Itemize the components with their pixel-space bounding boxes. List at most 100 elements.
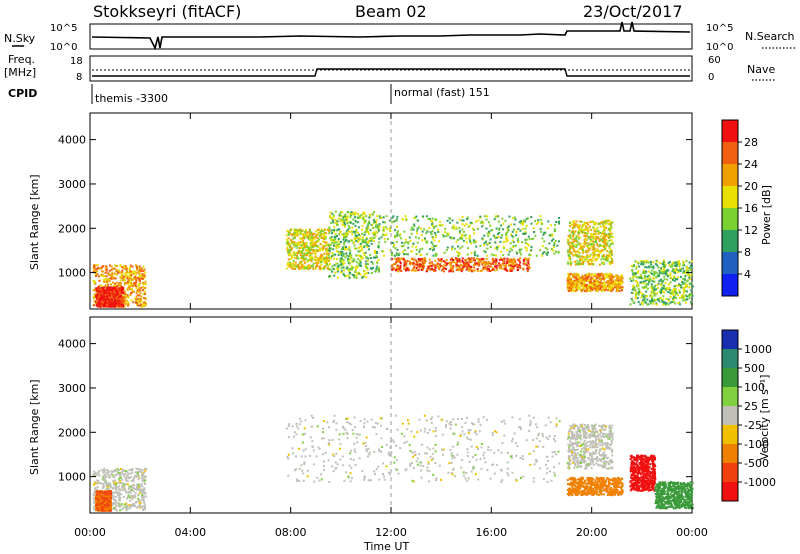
power-cell bbox=[311, 233, 314, 236]
power-cell bbox=[674, 261, 677, 264]
power-cell bbox=[617, 286, 620, 289]
power-cell bbox=[110, 265, 113, 268]
power-cell bbox=[462, 219, 465, 222]
power-cell bbox=[137, 285, 140, 288]
power-cell bbox=[100, 288, 103, 291]
power-cell bbox=[605, 233, 608, 236]
velocity-cell bbox=[137, 474, 140, 477]
power-cell bbox=[610, 278, 613, 281]
power-cell bbox=[403, 263, 406, 266]
power-cell bbox=[314, 242, 317, 245]
power-cell bbox=[574, 240, 577, 243]
power-cell bbox=[462, 264, 465, 267]
power-cell bbox=[476, 261, 479, 264]
power-cell bbox=[355, 268, 358, 271]
power-cell bbox=[293, 253, 296, 256]
power-cell bbox=[113, 282, 116, 285]
power-cell bbox=[674, 278, 677, 281]
power-cell bbox=[631, 265, 634, 268]
power-cell bbox=[527, 244, 530, 247]
power-cell bbox=[446, 234, 449, 237]
power-cell bbox=[393, 263, 396, 266]
velocity-cell bbox=[135, 488, 138, 491]
power-cell bbox=[287, 242, 290, 245]
power-cell bbox=[519, 229, 522, 232]
power-cell bbox=[461, 215, 464, 218]
power-cell bbox=[489, 224, 492, 227]
power-cell bbox=[324, 241, 327, 244]
power-cell bbox=[142, 265, 145, 268]
power-cell bbox=[134, 284, 137, 287]
velocity-cell bbox=[93, 470, 96, 473]
power-cell bbox=[467, 264, 470, 267]
power-cell bbox=[569, 236, 572, 239]
power-cell bbox=[292, 259, 295, 262]
power-cell bbox=[339, 231, 342, 234]
power-cell bbox=[142, 270, 145, 273]
power-cell bbox=[430, 264, 433, 267]
power-cell bbox=[604, 220, 607, 223]
power-cell bbox=[611, 221, 614, 224]
power-cell bbox=[481, 263, 484, 266]
power-cell bbox=[591, 288, 594, 291]
power-cell bbox=[305, 249, 308, 252]
power-cell bbox=[605, 259, 608, 262]
power-cell bbox=[490, 262, 493, 265]
power-cell bbox=[362, 215, 365, 218]
power-cell bbox=[112, 299, 115, 302]
power-cell bbox=[140, 300, 143, 303]
power-cell bbox=[100, 287, 103, 290]
power-cell bbox=[361, 228, 364, 231]
power-cell bbox=[591, 256, 594, 259]
velocity-cell bbox=[126, 504, 129, 507]
power-cell bbox=[133, 270, 136, 273]
power-cell bbox=[348, 253, 351, 256]
power-cell bbox=[348, 246, 351, 249]
power-cell bbox=[685, 284, 688, 287]
power-cell bbox=[319, 230, 322, 233]
power-cell bbox=[599, 221, 602, 224]
power-cell bbox=[670, 276, 673, 279]
power-cell bbox=[669, 281, 672, 284]
freq-label-top: Freq. bbox=[8, 53, 35, 66]
power-cell bbox=[366, 245, 369, 248]
power-cell bbox=[496, 233, 499, 236]
power-cell bbox=[568, 256, 571, 259]
power-cell bbox=[105, 265, 108, 268]
power-cell bbox=[592, 252, 595, 255]
power-cell bbox=[417, 219, 420, 222]
power-cell bbox=[464, 233, 467, 236]
power-cell bbox=[609, 281, 612, 284]
power-cell bbox=[578, 248, 581, 251]
power-cell bbox=[663, 272, 666, 275]
power-cell bbox=[541, 252, 544, 255]
power-cell bbox=[428, 227, 431, 230]
power-cell bbox=[366, 243, 369, 246]
power-cell bbox=[392, 241, 395, 244]
power-cell bbox=[378, 225, 381, 228]
power-cell bbox=[491, 259, 494, 262]
power-cell bbox=[365, 228, 368, 231]
power-cell bbox=[506, 257, 509, 260]
power-cell bbox=[461, 260, 464, 263]
power-cell bbox=[597, 273, 600, 276]
velocity-cell bbox=[136, 483, 139, 486]
power-cell bbox=[575, 220, 578, 223]
power-cell bbox=[112, 286, 115, 289]
power-cell bbox=[522, 232, 525, 235]
power-cell bbox=[446, 219, 449, 222]
power-cell bbox=[451, 219, 454, 222]
power-cell bbox=[576, 259, 579, 262]
power-cell bbox=[460, 237, 463, 240]
power-cell bbox=[428, 261, 431, 264]
power-cell bbox=[118, 290, 121, 293]
velocity-cell bbox=[112, 496, 115, 499]
velocity-cell bbox=[113, 479, 116, 482]
power-cell bbox=[609, 243, 612, 246]
power-cell bbox=[542, 233, 545, 236]
power-cell bbox=[421, 267, 424, 270]
power-cell bbox=[487, 260, 490, 263]
velocity-cell bbox=[141, 496, 144, 499]
power-cell bbox=[341, 246, 344, 249]
power-cell bbox=[97, 290, 100, 293]
